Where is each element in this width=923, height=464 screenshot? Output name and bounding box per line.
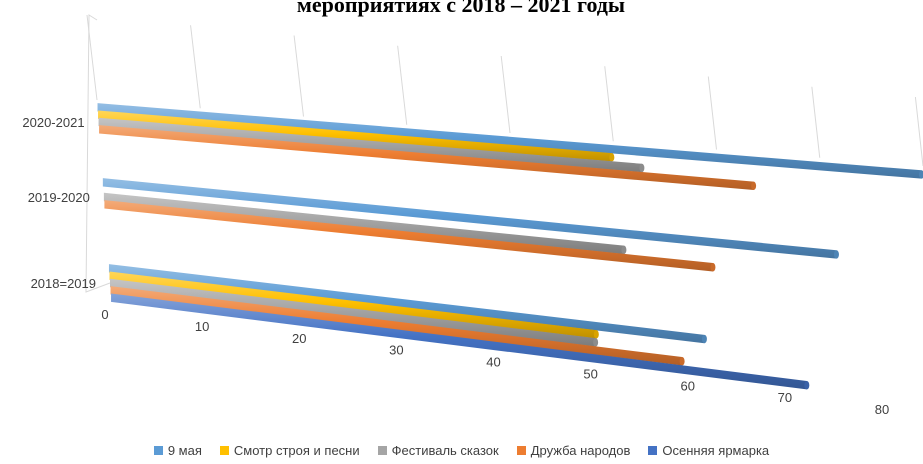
- bar-cap: [804, 381, 810, 390]
- bar: [97, 103, 922, 179]
- bar-cap: [701, 334, 707, 344]
- bar: [110, 278, 596, 347]
- chart-title: мероприятиях с 2018 – 2021 годы: [297, 0, 625, 17]
- category-label: 2018=2019: [31, 276, 96, 291]
- legend-item: 9 мая: [153, 442, 202, 458]
- legend-swatch: [219, 445, 229, 455]
- x-tick-label: 50: [583, 366, 597, 381]
- gridlines: [85, 14, 923, 293]
- legend-label: Фестиваль сказок: [391, 442, 499, 458]
- legend-label: Осенняя ярмарка: [662, 442, 770, 458]
- bar: [110, 286, 683, 366]
- x-tick-label: 60: [681, 378, 695, 393]
- bars: [97, 103, 923, 390]
- gridline: [811, 86, 821, 158]
- legend-label: Дружба народов: [530, 442, 631, 458]
- x-tick-label: 20: [292, 331, 306, 346]
- bar-cap: [679, 357, 685, 366]
- gridline: [707, 76, 717, 150]
- x-tick-label: 0: [101, 307, 108, 322]
- legend-swatch: [648, 445, 658, 455]
- gridline: [604, 66, 614, 142]
- bar-cap: [621, 245, 627, 255]
- bar-cap: [593, 330, 599, 339]
- category-label: 2019-2020: [28, 190, 90, 205]
- legend-item: Дружба народов: [516, 442, 631, 458]
- gridline: [914, 96, 923, 167]
- bar: [109, 271, 597, 339]
- category-label: 2020-2021: [22, 115, 84, 130]
- bar-cap: [639, 163, 645, 173]
- legend-item: Осенняя ярмарка: [648, 443, 769, 458]
- x-tick-label: 80: [875, 402, 889, 417]
- gridline: [397, 45, 408, 125]
- legend: 9 мая Смотр строя и песни Фестиваль сказок…: [0, 440, 923, 460]
- x-tick-label: 10: [195, 319, 209, 334]
- x-axis-ticks: 0 10 20 30 40 50 60 70 80: [101, 307, 889, 417]
- legend-label: Смотр строя и песни: [233, 442, 360, 458]
- bar: [108, 264, 705, 344]
- gridline: [190, 25, 201, 109]
- x-tick-label: 40: [486, 355, 500, 370]
- bar-cap: [593, 338, 599, 347]
- bar: [111, 293, 807, 390]
- category-labels: 2020-2021 2019-2020 2018=2019: [22, 115, 96, 291]
- bar: [102, 178, 837, 259]
- x-tick-label: 30: [389, 343, 403, 358]
- bar: [98, 110, 612, 162]
- bar-cap: [919, 170, 923, 179]
- bar: [104, 200, 713, 272]
- legend-item: Смотр строя и песни: [219, 442, 360, 458]
- bar-cap: [833, 250, 839, 259]
- legend-swatch: [516, 445, 526, 455]
- legend-swatch: [377, 445, 387, 455]
- bar: [99, 125, 754, 190]
- x-tick-label: 70: [778, 390, 792, 405]
- bar: [103, 192, 624, 255]
- bar-cap: [609, 153, 615, 162]
- bar-cap: [751, 181, 757, 190]
- legend-swatch: [153, 445, 163, 455]
- gridline: [293, 35, 304, 117]
- gridline: [500, 55, 511, 134]
- bar: [98, 117, 642, 173]
- legend-label: 9 мая: [167, 442, 202, 458]
- legend-item: Фестиваль сказок: [377, 442, 499, 458]
- bar-cap: [710, 263, 716, 272]
- side-wall: [85, 14, 111, 293]
